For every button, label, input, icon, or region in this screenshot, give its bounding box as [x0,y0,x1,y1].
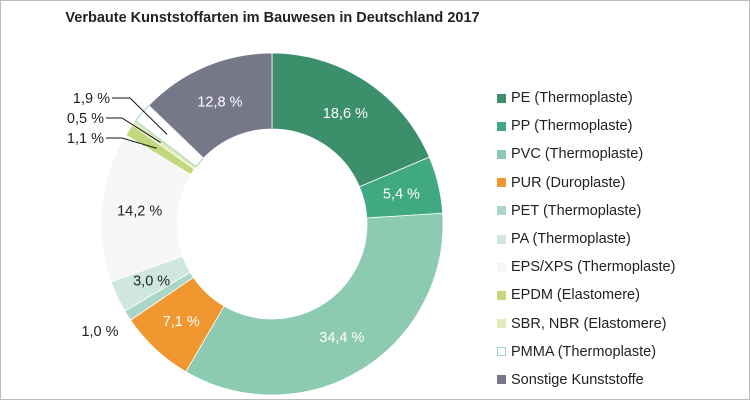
legend-item: PVC (Thermoplaste) [497,140,675,168]
legend-label: Sonstige Kunststoffe [511,371,644,388]
legend-item: PE (Thermoplaste) [497,84,675,112]
legend-swatch [497,206,506,216]
data-label-3: 7,1 % [163,314,200,330]
legend-item: EPS/XPS (Thermoplaste) [497,253,675,281]
legend-label: PE (Thermoplaste) [511,90,633,107]
legend-item: PP (Thermoplaste) [497,112,675,140]
data-label-4: 1,0 % [81,324,118,340]
legend-swatch [497,121,506,131]
legend-label: PVC (Thermoplaste) [511,146,644,163]
data-label-8: 0,5 % [67,111,104,127]
data-label-6: 14,2 % [117,204,162,220]
legend-swatch [497,375,506,385]
leader-line-8 [106,117,161,143]
data-label-5: 3,0 % [133,274,170,290]
legend-item: PET (Thermoplaste) [497,197,675,225]
legend-label: PMMA (Thermoplaste) [511,343,657,360]
data-label-10: 12,8 % [197,95,242,111]
legend-swatch [497,149,506,159]
legend-label: SBR, NBR (Elastomere) [511,315,667,332]
legend-swatch [497,262,506,272]
slice-2 [185,212,444,396]
legend-item: SBR, NBR (Elastomere) [497,310,675,338]
legend-swatch [497,234,506,244]
slice-10 [148,52,273,159]
legend-item: PA (Thermoplaste) [497,225,675,253]
legend-item: Sonstige Kunststoffe [497,366,675,394]
legend-label: PUR (Duroplaste) [511,174,626,191]
leader-line-7 [106,137,157,149]
legend-label: PA (Thermoplaste) [511,231,631,248]
data-label-9: 1,9 % [73,91,110,107]
legend: PE (Thermoplaste) PP (Thermoplaste) PVC (T… [497,84,675,394]
slice-0 [271,52,430,188]
legend-item: EPDM (Elastomere) [497,281,675,309]
legend-swatch [497,93,506,103]
legend-swatch [497,347,506,357]
legend-label: EPDM (Elastomere) [511,287,640,304]
data-label-2: 34,4 % [319,330,364,346]
data-label-7: 1,1 % [67,131,104,147]
legend-label: PET (Thermoplaste) [511,202,642,219]
legend-item: PMMA (Thermoplaste) [497,338,675,366]
chart-title: Verbaute Kunststoffarten im Bauwesen in … [65,10,480,26]
legend-label: EPS/XPS (Thermoplaste) [511,259,676,276]
leader-line-9 [112,97,168,135]
legend-swatch [497,290,506,300]
legend-item: PUR (Duroplaste) [497,169,675,197]
data-label-1: 5,4 % [383,186,420,202]
legend-swatch [497,178,506,188]
data-label-0: 18,6 % [323,106,368,122]
legend-swatch [497,319,506,329]
legend-label: PP (Thermoplaste) [511,118,633,135]
